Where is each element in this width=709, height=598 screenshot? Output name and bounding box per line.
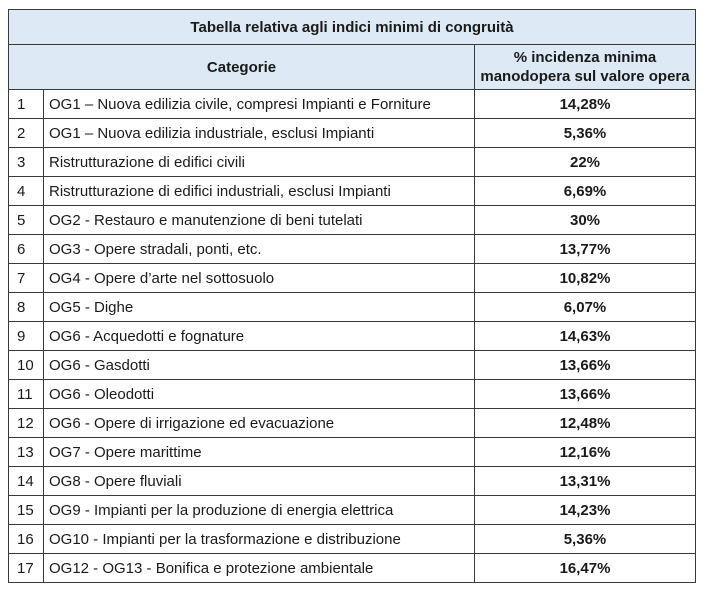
row-number: 7 — [8, 263, 44, 293]
table-row: 14 OG8 - Opere fluviali 13,31% — [8, 466, 696, 496]
row-category: OG8 - Opere fluviali — [43, 466, 475, 496]
row-percent-value: 13,77% — [474, 234, 696, 264]
row-category: OG6 - Acquedotti e fognature — [43, 321, 475, 351]
table-row: 4 Ristrutturazione di edifici industriali… — [8, 176, 696, 206]
table-title: Tabella relativa agli indici minimi di c… — [8, 9, 696, 45]
row-category: OG3 - Opere stradali, ponti, etc. — [43, 234, 475, 264]
table-row: 11 OG6 - Oleodotti 13,66% — [8, 379, 696, 409]
row-number: 8 — [8, 292, 44, 322]
congruity-table: Tabella relativa agli indici minimi di c… — [8, 9, 696, 583]
row-number: 9 — [8, 321, 44, 351]
row-category: OG1 – Nuova edilizia civile, compresi Im… — [43, 89, 475, 119]
row-percent-value: 14,28% — [474, 89, 696, 119]
table-row: 5 OG2 - Restauro e manutenzione di beni t… — [8, 205, 696, 235]
row-percent-value: 13,66% — [474, 350, 696, 380]
header-percent: % incidenza minima manodopera sul valore… — [474, 44, 696, 90]
row-category: OG9 - Impianti per la produzione di ener… — [43, 495, 475, 525]
row-category: Ristrutturazione di edifici industriali,… — [43, 176, 475, 206]
row-number: 4 — [8, 176, 44, 206]
row-category: OG2 - Restauro e manutenzione di beni tu… — [43, 205, 475, 235]
row-number: 5 — [8, 205, 44, 235]
row-number: 3 — [8, 147, 44, 177]
row-category: OG7 - Opere marittime — [43, 437, 475, 467]
row-number: 10 — [8, 350, 44, 380]
row-number: 13 — [8, 437, 44, 467]
table-row: 13 OG7 - Opere marittime 12,16% — [8, 437, 696, 467]
row-category: OG1 – Nuova edilizia industriale, esclus… — [43, 118, 475, 148]
row-number: 2 — [8, 118, 44, 148]
table-row: 3 Ristrutturazione di edifici civili 22% — [8, 147, 696, 177]
row-category: OG6 - Oleodotti — [43, 379, 475, 409]
row-number: 12 — [8, 408, 44, 438]
row-number: 16 — [8, 524, 44, 554]
row-category: OG10 - Impianti per la trasformazione e … — [43, 524, 475, 554]
row-category: Ristrutturazione di edifici civili — [43, 147, 475, 177]
row-percent-value: 30% — [474, 205, 696, 235]
row-percent-value: 14,23% — [474, 495, 696, 525]
row-percent-value: 5,36% — [474, 524, 696, 554]
row-percent-value: 13,66% — [474, 379, 696, 409]
table-row: 16 OG10 - Impianti per la trasformazione … — [8, 524, 696, 554]
row-percent-value: 22% — [474, 147, 696, 177]
table-row: 1 OG1 – Nuova edilizia civile, compresi I… — [8, 89, 696, 119]
row-percent-value: 5,36% — [474, 118, 696, 148]
row-category: OG6 - Gasdotti — [43, 350, 475, 380]
table-row: 15 OG9 - Impianti per la produzione di en… — [8, 495, 696, 525]
row-percent-value: 12,48% — [474, 408, 696, 438]
row-number: 15 — [8, 495, 44, 525]
table-row: 2 OG1 – Nuova edilizia industriale, esclu… — [8, 118, 696, 148]
congruity-table-container: Tabella relativa agli indici minimi di c… — [8, 9, 696, 583]
row-category: OG12 - OG13 - Bonifica e protezione ambi… — [43, 553, 475, 583]
row-percent-value: 16,47% — [474, 553, 696, 583]
table-row: 6 OG3 - Opere stradali, ponti, etc. 13,77% — [8, 234, 696, 264]
table-row: 12 OG6 - Opere di irrigazione ed evacuazi… — [8, 408, 696, 438]
row-category: OG4 - Opere d’arte nel sottosuolo — [43, 263, 475, 293]
row-percent-value: 6,69% — [474, 176, 696, 206]
table-row: 8 OG5 - Dighe 6,07% — [8, 292, 696, 322]
row-category: OG6 - Opere di irrigazione ed evacuazion… — [43, 408, 475, 438]
row-percent-value: 12,16% — [474, 437, 696, 467]
row-percent-value: 13,31% — [474, 466, 696, 496]
row-number: 14 — [8, 466, 44, 496]
table-row: 7 OG4 - Opere d’arte nel sottosuolo 10,82% — [8, 263, 696, 293]
table-row: 9 OG6 - Acquedotti e fognature 14,63% — [8, 321, 696, 351]
row-percent-value: 14,63% — [474, 321, 696, 351]
table-body: 1 OG1 – Nuova edilizia civile, compresi I… — [8, 89, 696, 583]
row-category: OG5 - Dighe — [43, 292, 475, 322]
row-percent-value: 10,82% — [474, 263, 696, 293]
row-number: 17 — [8, 553, 44, 583]
row-number: 6 — [8, 234, 44, 264]
table-row: 10 OG6 - Gasdotti 13,66% — [8, 350, 696, 380]
row-percent-value: 6,07% — [474, 292, 696, 322]
row-number: 1 — [8, 89, 44, 119]
table-row: 17 OG12 - OG13 - Bonifica e protezione am… — [8, 553, 696, 583]
header-categorie: Categorie — [8, 44, 475, 90]
row-number: 11 — [8, 379, 44, 409]
